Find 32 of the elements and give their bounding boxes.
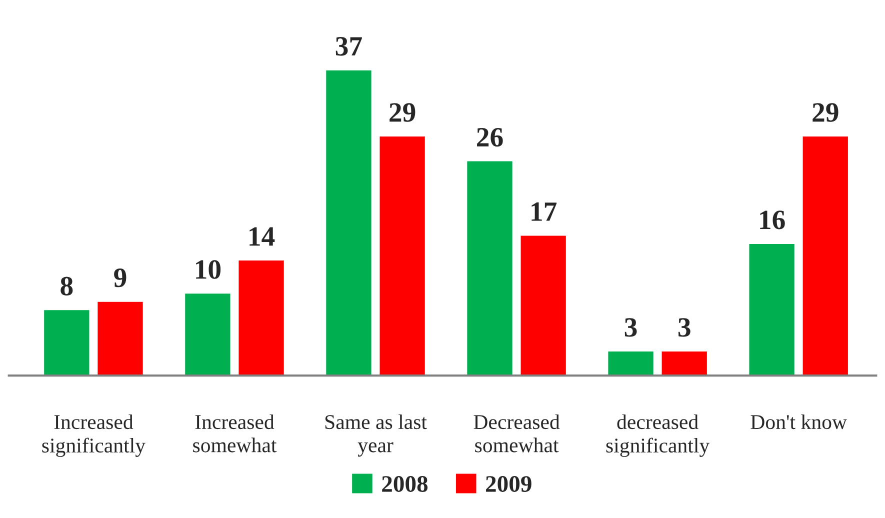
legend-label: 2008 — [382, 476, 428, 492]
data-label: 26 — [477, 128, 503, 147]
data-label: 3 — [678, 318, 690, 337]
bar — [324, 68, 373, 376]
bar — [660, 350, 708, 376]
data-label: 37 — [336, 37, 362, 56]
x-tick-label: decreased significantly — [606, 414, 710, 457]
legend-label: 2009 — [486, 476, 532, 492]
data-label: 8 — [60, 276, 73, 296]
x-tick-label: Decreased somewhat — [474, 414, 560, 452]
data-label: 10 — [196, 260, 221, 279]
bar — [96, 300, 144, 376]
bar — [184, 292, 232, 376]
data-label: 29 — [390, 103, 416, 122]
bar — [519, 234, 568, 376]
data-label: 29 — [812, 103, 838, 122]
bar — [237, 259, 286, 376]
data-label: 17 — [532, 202, 557, 221]
data-label: 14 — [250, 227, 275, 246]
data-label: 3 — [624, 318, 637, 337]
data-label: 9 — [114, 268, 126, 288]
data-label: 16 — [760, 210, 785, 230]
bar — [378, 135, 426, 376]
x-tick-label: Increased significantly — [42, 414, 146, 457]
x-tick-label: Same as last year — [325, 414, 427, 457]
x-tick-label: Don't know — [750, 414, 847, 430]
bar — [801, 135, 850, 376]
bar — [42, 308, 91, 376]
bar — [466, 160, 514, 376]
bar — [606, 350, 655, 376]
bar — [748, 242, 796, 376]
x-tick-label: Increased somewhat — [193, 414, 277, 452]
